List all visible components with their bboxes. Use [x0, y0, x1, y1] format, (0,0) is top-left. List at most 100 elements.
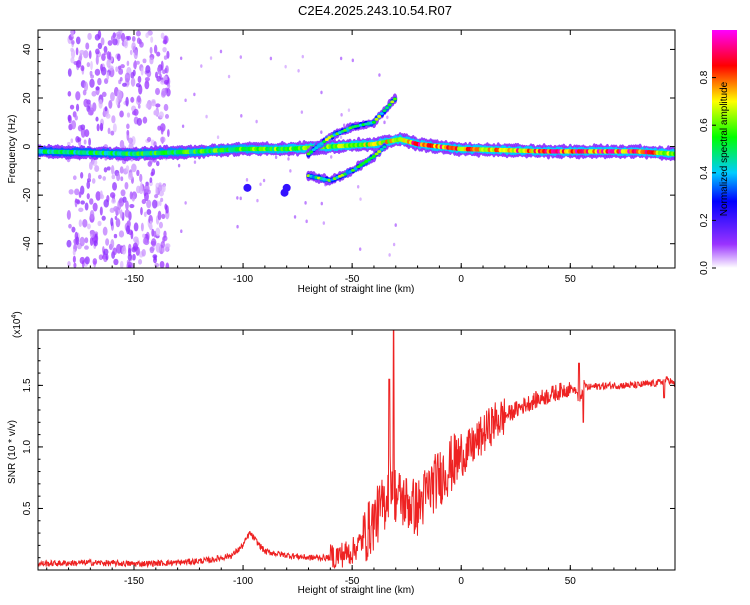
spectrogram-speckle [98, 99, 103, 109]
spectrogram-speckle [83, 81, 89, 92]
spectrogram-speckle [184, 98, 187, 103]
spectrogram-ridge-core [309, 150, 314, 154]
spectrogram-speckle [135, 185, 141, 194]
spectrogram-speckle [150, 36, 154, 43]
spectrogram-speckle [158, 111, 164, 119]
spectrogram-speckle [304, 201, 307, 205]
spectrogram-speckle [79, 256, 86, 265]
spectrogram-speckle [392, 242, 396, 247]
spectrogram-speckle [72, 249, 76, 256]
spectrogram-speckle [101, 215, 106, 221]
spectrogram-speckle [100, 37, 105, 46]
spectrogram-speckle [91, 90, 97, 97]
spectrogram-speckle [79, 236, 85, 247]
spectrogram-speckle [239, 55, 243, 59]
spectrogram-ridge-core [322, 140, 327, 144]
spectrogram-speckle [394, 223, 397, 227]
spectrogram-speckle [97, 77, 102, 86]
spectrogram-speckle [103, 46, 108, 53]
spectrogram-speckle [97, 30, 102, 40]
spectrogram-speckle [84, 256, 90, 265]
spectrogram-speckle [113, 233, 118, 239]
spectrogram-speckle [99, 122, 104, 132]
spectrogram-speckle [163, 55, 168, 60]
spectrogram-speckle [383, 120, 386, 125]
spectrogram-ridge-core [382, 145, 387, 149]
spectrogram-speckle [342, 123, 346, 128]
spectrogram-blob [280, 188, 289, 197]
spectrogram-speckle [131, 163, 137, 173]
spectrogram-speckle [67, 91, 72, 97]
spectrogram-speckle [135, 30, 141, 37]
spectrogram-speckle [73, 262, 77, 268]
spectrogram-speckle [90, 60, 93, 71]
spectrogram-speckle [74, 188, 80, 196]
spectrogram-speckle [274, 155, 278, 159]
colorbar-tick-label: 0.6 [699, 118, 710, 132]
spectrogram-x-tick-label: 0 [458, 274, 464, 285]
spectrogram-speckle [91, 159, 98, 167]
spectrogram-speckle [358, 247, 362, 251]
spectrogram-speckle [110, 92, 115, 102]
spectrogram-speckle [111, 174, 116, 180]
spectrogram-speckle [139, 41, 144, 48]
spectrogram-speckle [153, 230, 157, 238]
spectrogram-speckle [70, 47, 74, 53]
spectrogram-speckle [144, 80, 150, 90]
spectrogram-speckle [84, 237, 89, 244]
spectrogram-speckle [160, 197, 164, 203]
spectrogram-speckle [131, 135, 136, 146]
spectrogram-speckle [227, 74, 231, 79]
spectrogram-speckle [104, 106, 108, 112]
snr-x-tick-label: -100 [233, 576, 253, 587]
spectrogram-speckle [149, 246, 155, 254]
spectrogram-speckle [339, 56, 343, 61]
colorbar-gradient [712, 30, 737, 268]
spectrogram-speckle [320, 90, 323, 95]
figure-title: C2E4.2025.243.10.54.R07 [298, 3, 452, 18]
colorbar-tick-label: 0.4 [699, 165, 710, 179]
spectrogram-speckle [92, 202, 98, 212]
spectrogram-speckle [239, 196, 242, 201]
snr-line [38, 330, 675, 570]
spectrogram-speckle [93, 240, 98, 247]
spectrogram-ridge-core [358, 163, 363, 167]
spectrogram-speckle [129, 49, 133, 56]
spectrogram-speckle [66, 141, 71, 147]
spectrogram-y-label: Frequency (Hz) [7, 115, 18, 184]
spectrogram-speckle [95, 86, 100, 91]
spectrogram-speckle [158, 200, 162, 207]
spectrogram-speckle [289, 169, 292, 173]
snr-y-tick-label: 1.0 [22, 440, 33, 454]
spectrogram-speckle [78, 207, 84, 213]
snr-x-tick-label: -50 [345, 576, 360, 587]
spectrogram-speckle [91, 178, 96, 184]
spectrogram-speckle [386, 115, 389, 120]
spectrogram-ridge-core [324, 138, 329, 142]
spectrogram-speckle [75, 36, 81, 45]
spectrogram-speckle [149, 220, 153, 229]
spectrogram-speckle [120, 32, 126, 42]
colorbar-tick-label: 0.0 [699, 261, 710, 275]
spectrogram-speckle [74, 115, 78, 121]
spectrogram-speckle [106, 166, 111, 171]
spectrogram-speckle [158, 221, 163, 229]
snr-x-label: Height of straight line (km) [298, 585, 415, 596]
spectrogram-speckle [84, 245, 89, 250]
spectrogram-speckle [284, 64, 287, 69]
spectrogram-speckle [111, 198, 116, 204]
spectrogram-speckle [113, 258, 119, 266]
spectrogram-speckle [125, 165, 130, 173]
spectrogram-speckle [107, 40, 113, 46]
spectrogram-speckle [165, 262, 170, 268]
spectrogram-speckle [105, 113, 111, 119]
spectrogram-speckle [101, 53, 106, 62]
spectrogram-ridge-core [351, 168, 356, 172]
spectrogram-speckle [149, 158, 153, 165]
spectrogram-speckle [219, 49, 223, 54]
spectrogram-speckle [132, 242, 138, 251]
spectrogram-speckle [102, 226, 108, 236]
spectrogram-speckle [145, 103, 150, 109]
spectrogram-speckle [88, 137, 91, 146]
